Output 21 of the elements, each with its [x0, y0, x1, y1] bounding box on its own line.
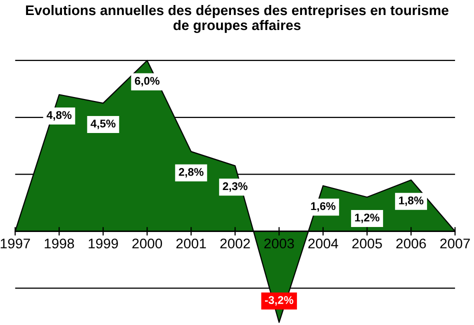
x-tick-label: 1998 [44, 238, 74, 248]
x-tick-label: 2001 [176, 238, 206, 248]
x-tick-label: 2002 [220, 238, 250, 248]
chart-title: Evolutions annuelles des dépenses des entreprises en tourisme de groupes affaires [26, 4, 448, 33]
data-label: 1,8% [399, 196, 424, 206]
data-label: 4,8% [46, 111, 72, 121]
x-tick-label: 1997 [0, 238, 30, 248]
x-tick-label: 2007 [440, 238, 470, 248]
x-tick-label: 2004 [308, 238, 338, 248]
data-label: 6,0% [134, 76, 160, 86]
x-tick-label: 2003 [264, 238, 294, 248]
data-label: 1,6% [311, 202, 336, 212]
x-tick-label: 2005 [352, 238, 382, 248]
x-tick-label: 2006 [396, 238, 426, 248]
x-tick-label: 2000 [132, 238, 162, 248]
x-tick-label: 1999 [88, 238, 118, 248]
data-label: 4,5% [90, 120, 116, 130]
data-label: 2,3% [222, 182, 248, 192]
data-label: 1,2% [355, 214, 380, 224]
data-label: 2,8% [178, 168, 204, 178]
data-label: -3,2% [265, 296, 294, 306]
